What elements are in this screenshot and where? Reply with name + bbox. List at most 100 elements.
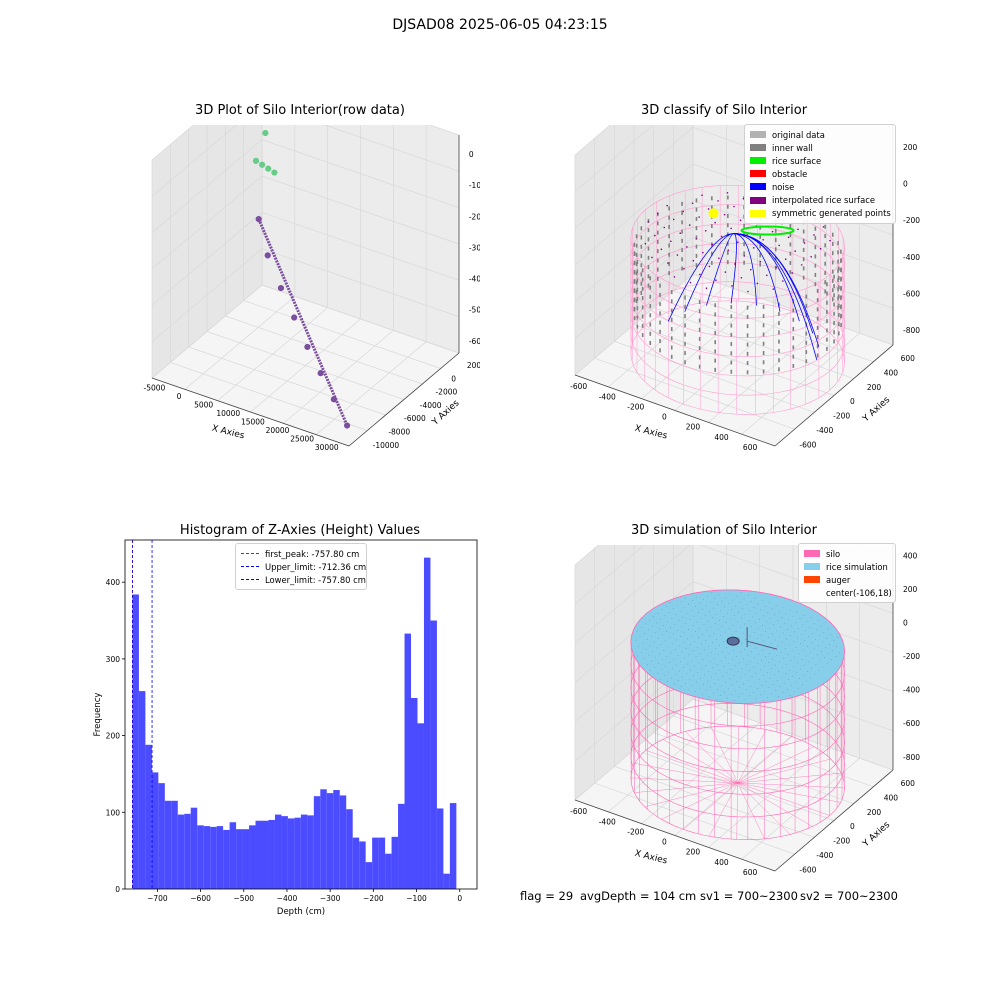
rice-mesh-point [802, 649, 804, 651]
inner-wall-point [635, 252, 638, 257]
interpolated-point [731, 285, 733, 287]
legend-item: center(-106,18) [804, 586, 892, 599]
interpolated-point [666, 204, 668, 207]
rice-mesh-point [803, 674, 804, 676]
inner-wall-point [762, 369, 765, 374]
histogram-bar [229, 822, 237, 889]
inner-wall-point [633, 279, 636, 284]
inner-wall-point [659, 348, 661, 353]
inner-wall-point [684, 314, 686, 319]
inner-wall-point [814, 263, 817, 268]
legend-item: original data [750, 128, 890, 141]
interpolated-point [727, 249, 730, 252]
rice-mesh-point [792, 675, 793, 677]
rice-mesh-point [807, 671, 809, 672]
legend-item: obstacle [750, 167, 890, 180]
silo-floor-spoke [737, 782, 813, 827]
rice-mesh-point [685, 622, 687, 624]
interpolated-point [743, 255, 746, 257]
rice-mesh-point [723, 666, 725, 668]
histogram-bar [164, 800, 172, 889]
inner-wall-point [727, 204, 729, 209]
rice-mesh-point [689, 679, 690, 680]
interpolated-point [701, 194, 703, 196]
y-tick-label: -8000 [388, 428, 410, 437]
interpolated-point [733, 205, 735, 208]
rice-mesh-point [702, 608, 703, 610]
rice-mesh-point [729, 653, 730, 655]
rice-mesh-point [649, 645, 651, 646]
rice-mesh-point [683, 667, 685, 668]
rice-mesh-point [696, 621, 698, 623]
rice-mesh-point [720, 610, 721, 611]
legend-swatch [804, 550, 820, 558]
noise-trace [733, 233, 781, 312]
inner-wall-point [816, 307, 819, 312]
rice-mesh-point [701, 643, 702, 645]
rice-mesh-point [659, 678, 661, 680]
histogram-bar [261, 820, 269, 889]
rice-mesh-point [741, 617, 742, 619]
inner-wall-point [805, 294, 808, 299]
rice-mesh-point [728, 628, 730, 629]
rice-mesh-point [825, 647, 826, 649]
x-tick-label: -200 [627, 827, 644, 836]
inner-wall-point [802, 238, 805, 243]
inner-wall-point [840, 249, 842, 254]
inner-wall-point [647, 228, 650, 233]
data-point [252, 157, 260, 164]
inner-wall-point [641, 268, 644, 273]
inner-wall-point [670, 354, 673, 359]
rice-mesh-point [712, 667, 714, 669]
rice-mesh-point [822, 641, 823, 643]
inner-wall-point [711, 205, 713, 210]
x-axis-label: X Axies [634, 849, 669, 867]
inner-wall-point [636, 324, 639, 329]
inner-wall-point [837, 305, 839, 310]
histogram-bar [449, 803, 457, 889]
histogram-bar [307, 815, 314, 889]
legend-label: rice simulation [826, 561, 888, 572]
rice-mesh-point [737, 671, 739, 673]
inner-wall-point [789, 233, 792, 238]
rice-mesh-point [719, 670, 721, 671]
histogram-bar [203, 826, 211, 889]
rice-mesh-point [682, 642, 684, 643]
inner-wall-point [840, 268, 842, 273]
rice-mesh-point [692, 600, 693, 601]
inner-wall-point [636, 315, 639, 320]
rice-mesh-point [765, 656, 767, 657]
z-tick-label: -30000 [469, 243, 480, 252]
rice-mesh-point [641, 652, 643, 653]
inner-wall-point [727, 260, 729, 265]
rice-mesh-point [731, 634, 733, 635]
histogram-bar [391, 836, 399, 889]
inner-wall-point [837, 278, 839, 283]
rice-mesh-point [830, 659, 832, 661]
inner-wall-point [647, 255, 650, 260]
rice-mesh-point [691, 685, 693, 686]
inner-wall-point [641, 305, 644, 310]
interpolated-point [800, 264, 803, 266]
rice-mesh-point [837, 636, 839, 638]
x-axis-label: Depth (cm) [277, 907, 325, 917]
rice-mesh-point [669, 662, 671, 663]
rice-mesh-point [792, 615, 794, 617]
rice-mesh-point [781, 616, 783, 618]
rice-mesh-point [783, 682, 785, 684]
rice-mesh-point [767, 612, 769, 613]
inner-wall-point [635, 243, 638, 248]
y-tick-label: 2000 [467, 361, 480, 370]
y-tick-label: 400 [884, 368, 899, 377]
rice-mesh-point [764, 665, 765, 667]
inner-wall-point [633, 269, 636, 274]
rice-mesh-point [661, 669, 662, 670]
panel4-legend: silo rice simulation auger center(-106,18) [798, 543, 896, 604]
rice-mesh-point [760, 634, 762, 636]
inner-wall-point [633, 297, 636, 302]
rice-mesh-point [690, 609, 692, 611]
rice-mesh-point [797, 687, 799, 689]
histogram-bar [320, 789, 327, 889]
inner-wall-point [681, 211, 683, 216]
